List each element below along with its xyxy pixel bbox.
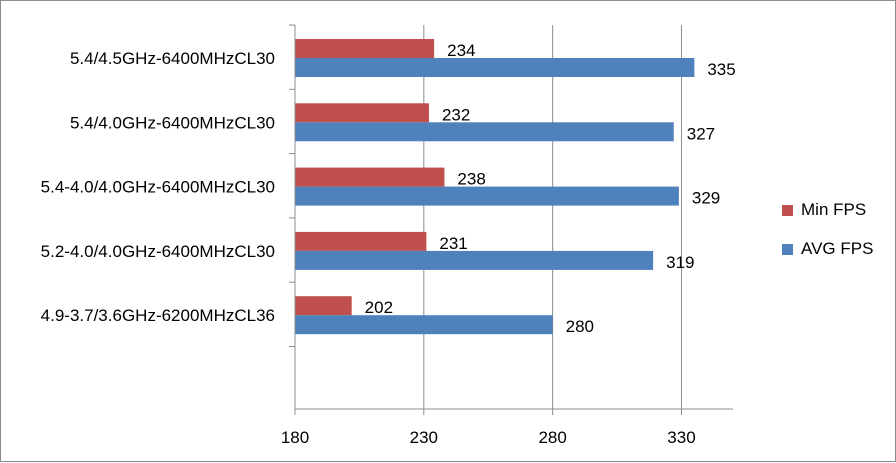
data-label: 319 (666, 253, 694, 272)
category-label: 5.4/4.5GHz-6400MHzCL30 (70, 49, 275, 68)
data-label: 327 (687, 124, 715, 143)
x-tick-label: 180 (281, 428, 309, 447)
bar-min-fps (295, 103, 429, 123)
legend-label: Min FPS (801, 200, 866, 219)
bar-min-fps (295, 296, 352, 316)
axes (289, 24, 733, 415)
legend-swatch (782, 205, 793, 216)
data-label: 280 (566, 317, 594, 336)
legend-label: AVG FPS (801, 239, 873, 258)
legend: Min FPS AVG FPS (782, 200, 873, 258)
category-label: 4.9-3.7/3.6GHz-6200MHzCL36 (41, 306, 275, 325)
gridlines (423, 25, 682, 409)
bar-min-fps (295, 39, 435, 58)
legend-swatch (782, 244, 793, 255)
x-tick-label: 330 (667, 428, 695, 447)
bars (295, 39, 695, 335)
bar-avg-fps (295, 122, 674, 142)
bar-min-fps (295, 167, 445, 187)
bar-avg-fps (295, 186, 679, 206)
data-label: 335 (707, 60, 735, 79)
bar-avg-fps (295, 250, 654, 270)
data-label: 234 (447, 41, 475, 60)
x-tick-label: 230 (410, 428, 438, 447)
bar-min-fps (295, 231, 427, 251)
data-label: 231 (439, 234, 467, 253)
x-tick-label: 280 (538, 428, 566, 447)
labels: 180 230 280 330 234 335 5.4/4.5GHz-6400MHzCL30… (41, 41, 736, 447)
data-label: 329 (692, 189, 720, 208)
category-label: 5.2-4.0/4.0GHz-6400MHzCL30 (41, 242, 275, 261)
category-label: 5.4/4.0GHz-6400MHzCL30 (70, 113, 275, 132)
category-label: 5.4-4.0/4.0GHz-6400MHzCL30 (41, 178, 275, 197)
data-label: 238 (457, 170, 485, 189)
data-label: 202 (365, 298, 393, 317)
bar-avg-fps (295, 58, 695, 77)
bar-avg-fps (295, 315, 553, 335)
data-label: 232 (442, 105, 470, 124)
